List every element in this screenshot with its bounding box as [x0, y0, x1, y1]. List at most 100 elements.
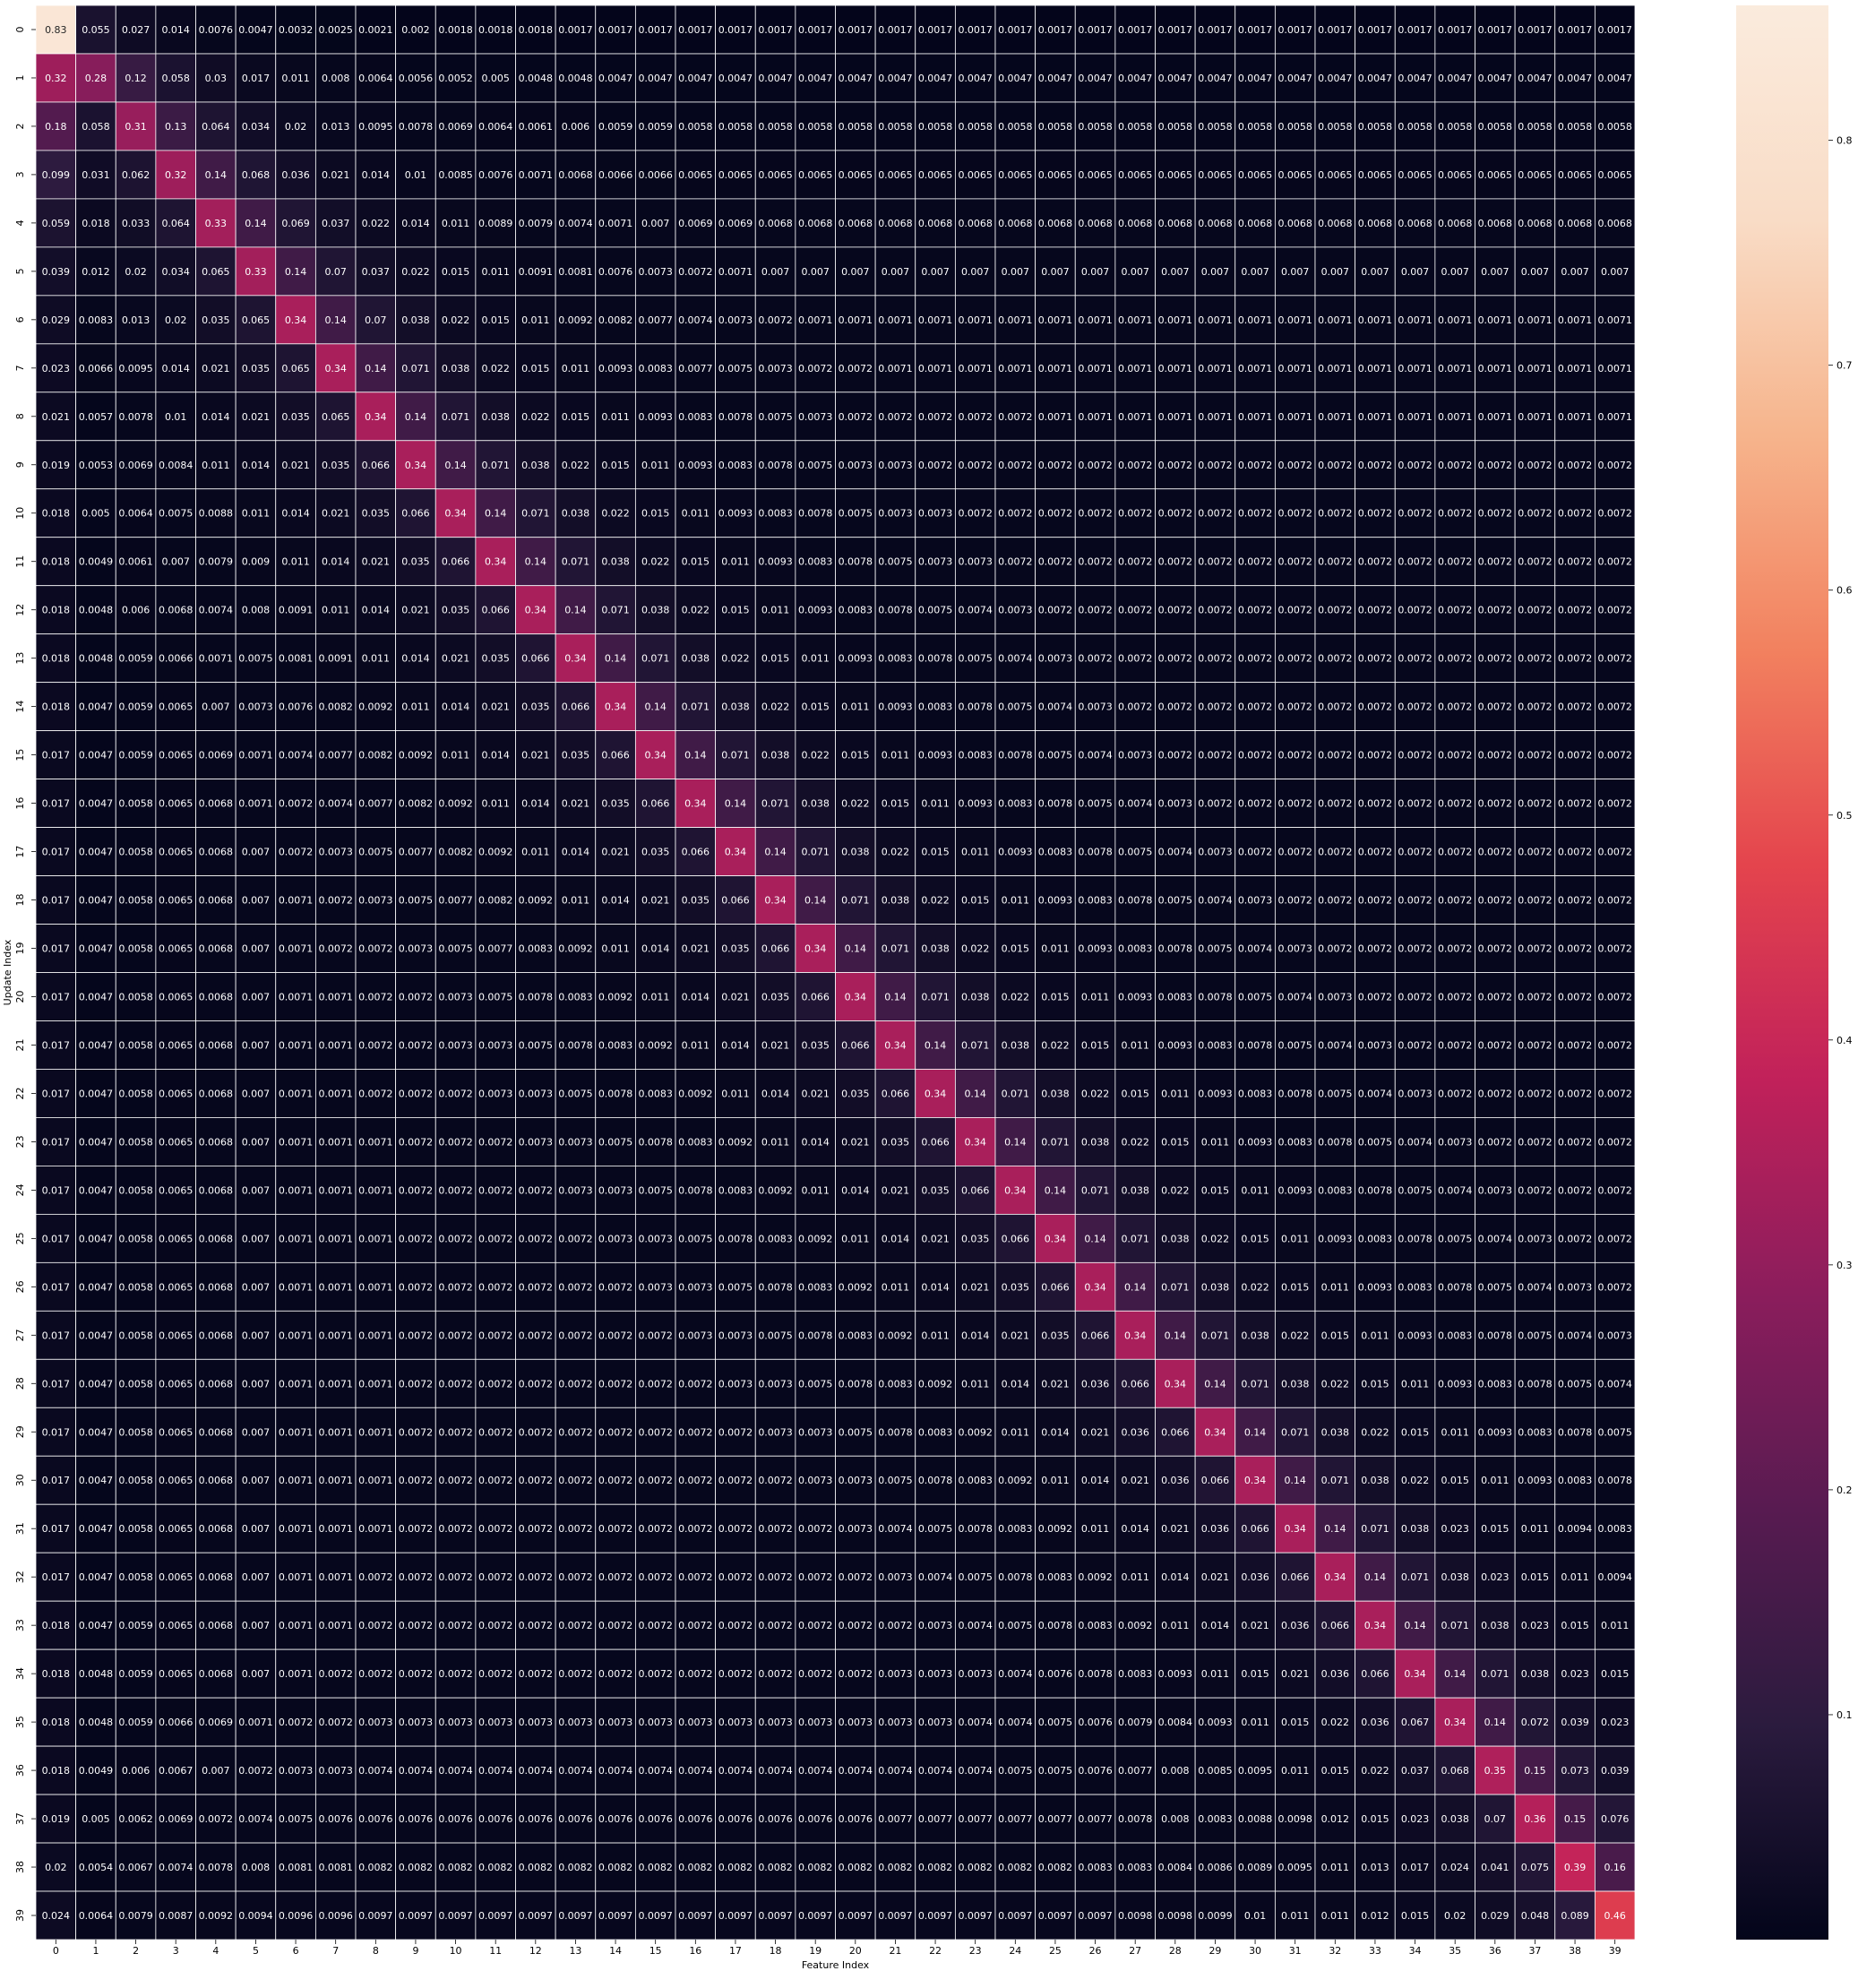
- cell-value-label: 0.0078: [718, 1233, 753, 1244]
- heatmap-cell: [355, 440, 397, 490]
- cell-value-label: 0.0059: [118, 1620, 153, 1631]
- heatmap-cell: [475, 537, 516, 587]
- cell-value-label: 0.071: [841, 895, 870, 907]
- cell-value-label: 0.006: [122, 1765, 151, 1777]
- heatmap-cell: [795, 633, 836, 684]
- cell-value-label: 0.0071: [1438, 363, 1473, 374]
- heatmap-cell: [1194, 488, 1236, 538]
- cell-value-label: 0.0073: [678, 1717, 713, 1728]
- heatmap-cell: [1274, 53, 1316, 103]
- heatmap-cell: [1434, 4, 1475, 55]
- heatmap-cell: [994, 246, 1037, 297]
- heatmap-cell: [1514, 53, 1556, 103]
- cell-value-label: 0.0071: [199, 653, 234, 665]
- cell-value-label: 0.0065: [1198, 169, 1233, 181]
- heatmap-cell: [1514, 1020, 1556, 1070]
- heatmap-cell: [1155, 53, 1196, 103]
- cell-value-label: 0.0072: [438, 1571, 473, 1583]
- cell-value-label: 0.0083: [1518, 1426, 1553, 1438]
- cell-value-label: 0.0065: [1238, 169, 1273, 181]
- cell-value-label: 0.0078: [199, 1862, 234, 1873]
- cell-value-label: 0.014: [242, 460, 271, 471]
- cell-value-label: 0.0081: [558, 266, 593, 278]
- heatmap-cell: [275, 1166, 316, 1215]
- cell-value-label: 0.0047: [79, 1088, 114, 1099]
- heatmap-cell: [275, 779, 316, 828]
- heatmap-cell: [434, 53, 477, 103]
- cell-value-label: 0.0072: [558, 1281, 593, 1293]
- cell-value-label: 0.14: [644, 701, 667, 713]
- cell-value-label: 0.0072: [798, 1668, 833, 1680]
- cell-value-label: 0.0017: [718, 24, 753, 36]
- cell-value-label: 0.0072: [1518, 508, 1553, 520]
- heatmap-cell: [915, 585, 956, 635]
- cell-value-label: 0.0065: [159, 701, 194, 713]
- cell-value-label: 0.0083: [878, 1378, 913, 1390]
- cell-value-label: 0.0058: [1158, 121, 1193, 133]
- cell-value-label: 0.0065: [159, 1088, 194, 1099]
- heatmap-cell: [434, 246, 477, 297]
- cell-value-label: 0.011: [1121, 1571, 1149, 1583]
- cell-value-label: 0.0071: [358, 1426, 393, 1438]
- cell-value-label: 0.014: [401, 653, 430, 665]
- heatmap-cell: [1554, 682, 1596, 732]
- heatmap-cell: [1274, 682, 1316, 732]
- heatmap-cell: [1114, 343, 1156, 393]
- heatmap-cell: [1035, 779, 1076, 828]
- x-tick-label: 3: [173, 1945, 179, 1957]
- cell-value-label: 0.036: [281, 169, 310, 181]
- heatmap-cell: [715, 295, 756, 345]
- heatmap-cell: [1074, 198, 1116, 248]
- cell-value-label: 0.021: [362, 556, 391, 568]
- heatmap-cell: [1114, 246, 1156, 297]
- cell-value-label: 0.0073: [438, 1039, 473, 1051]
- cell-value-label: 0.0074: [998, 1668, 1033, 1680]
- heatmap-cell: [75, 633, 116, 684]
- heatmap-cell: [1035, 1117, 1076, 1166]
- heatmap-cell: [1035, 1020, 1076, 1070]
- cell-value-label: 0.0048: [558, 73, 593, 84]
- cell-value-label: 0.0072: [1358, 895, 1393, 907]
- heatmap-cell: [475, 924, 516, 973]
- heatmap-cell: [515, 1117, 556, 1166]
- cell-value-label: 0.0082: [678, 1862, 713, 1873]
- cell-value-label: 0.035: [362, 508, 391, 520]
- cell-value-label: 0.0058: [118, 895, 153, 907]
- heatmap-cell: [1314, 633, 1356, 684]
- cell-value-label: 0.0071: [1318, 363, 1353, 374]
- cell-value-label: 0.0017: [1597, 24, 1632, 36]
- heatmap-cell: [395, 295, 436, 345]
- cell-value-label: 0.0071: [1038, 314, 1073, 326]
- cell-value-label: 0.0075: [958, 653, 993, 665]
- heatmap-cell: [1355, 440, 1396, 490]
- heatmap-cell: [1155, 1166, 1196, 1215]
- cell-value-label: 0.15: [1564, 1813, 1587, 1825]
- cell-value-label: 0.071: [882, 943, 910, 955]
- cell-value-label: 0.089: [1561, 1910, 1589, 1922]
- cell-value-label: 0.0075: [478, 991, 513, 1003]
- cell-value-label: 0.0074: [1277, 991, 1312, 1003]
- cell-value-label: 0.0072: [1518, 991, 1553, 1003]
- cell-value-label: 0.0068: [199, 1039, 234, 1051]
- cell-value-label: 0.07: [365, 314, 387, 326]
- cell-value-label: 0.0072: [1398, 1039, 1432, 1051]
- heatmap-cell: [994, 730, 1037, 779]
- cell-value-label: 0.0085: [438, 169, 473, 181]
- heatmap-cell: [1355, 875, 1396, 925]
- heatmap-cell: [1074, 4, 1116, 55]
- heatmap-cell: [1035, 875, 1076, 925]
- cell-value-label: 0.0083: [878, 653, 913, 665]
- cell-value-label: 0.0072: [758, 1620, 793, 1631]
- cell-value-label: 0.0076: [478, 1813, 513, 1825]
- cell-value-label: 0.0094: [1558, 1523, 1593, 1535]
- cell-value-label: 0.0072: [1158, 605, 1193, 616]
- cell-value-label: 0.038: [562, 508, 590, 520]
- cell-value-label: 0.036: [1241, 1571, 1269, 1583]
- heatmap-cell: [595, 1166, 636, 1215]
- cell-value-label: 0.034: [161, 266, 190, 278]
- heatmap-cell: [434, 101, 477, 151]
- cell-value-label: 0.007: [641, 218, 670, 229]
- cell-value-label: 0.0017: [1198, 24, 1233, 36]
- cell-value-label: 0.0092: [519, 895, 554, 907]
- heatmap-cell: [1594, 150, 1636, 200]
